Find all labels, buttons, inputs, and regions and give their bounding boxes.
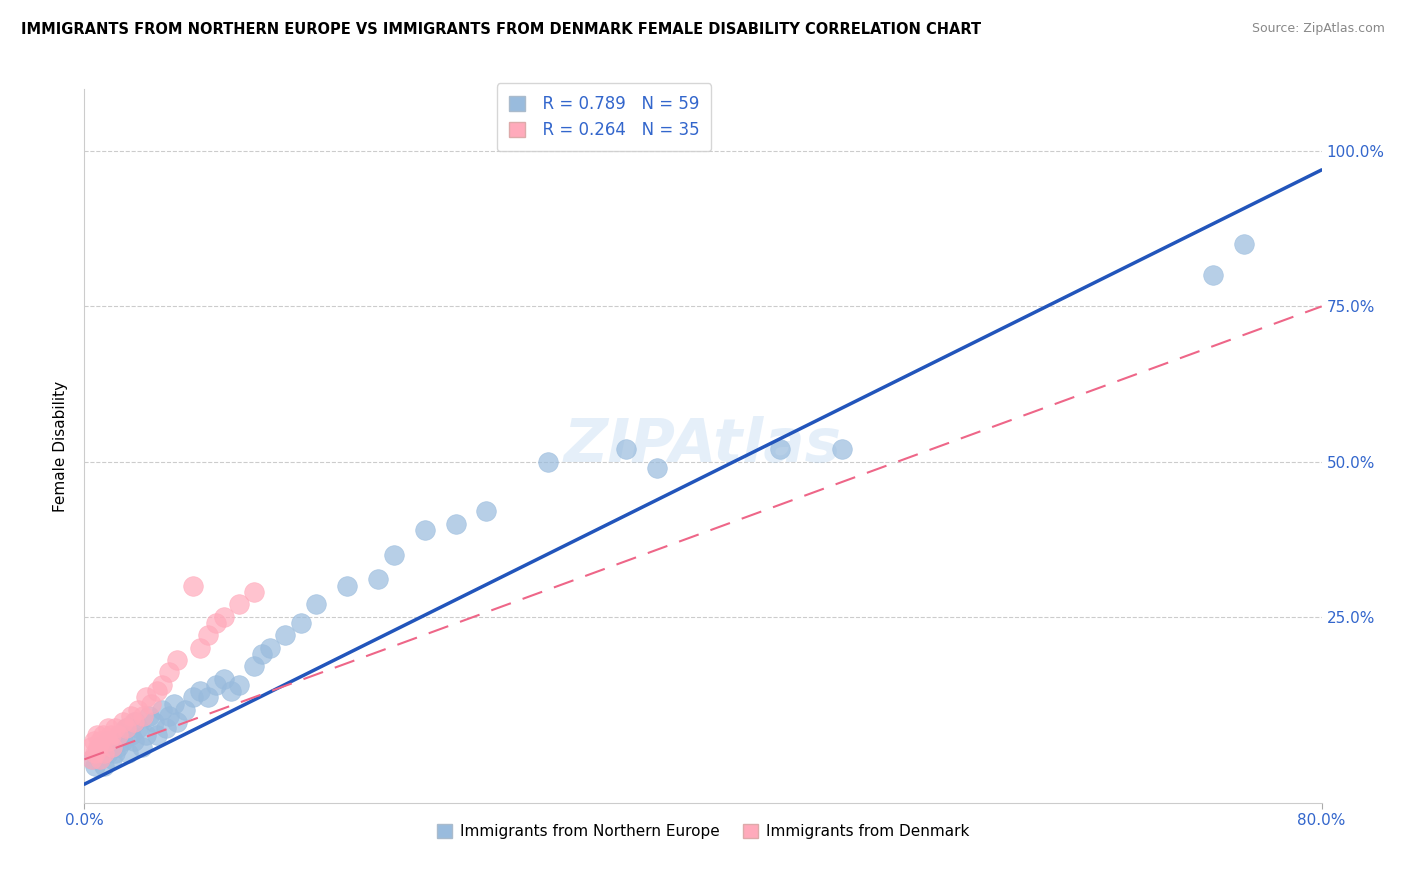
Point [413, 523, 436, 537]
Point [159, 665, 180, 680]
Point [243, 659, 266, 673]
Point [108, 727, 131, 741]
Point [87, 739, 110, 754]
Point [89, 733, 111, 747]
Point [127, 703, 149, 717]
Point [84, 758, 107, 772]
Point [250, 647, 273, 661]
Point [122, 715, 145, 730]
Point [290, 615, 312, 630]
Text: Source: ZipAtlas.com: Source: ZipAtlas.com [1251, 22, 1385, 36]
Point [475, 504, 498, 518]
Point [769, 442, 792, 456]
Point [89, 752, 111, 766]
Y-axis label: Female Disability: Female Disability [53, 380, 69, 512]
Point [101, 752, 124, 766]
Point [444, 516, 467, 531]
Point [93, 758, 115, 772]
Point [537, 454, 560, 468]
Point [89, 739, 111, 754]
Point [93, 746, 115, 760]
Point [228, 678, 250, 692]
Point [117, 746, 139, 760]
Point [166, 715, 188, 730]
Point [163, 697, 186, 711]
Point [82, 752, 104, 766]
Point [104, 746, 127, 760]
Point [120, 727, 142, 741]
Point [86, 727, 108, 741]
Point [91, 746, 114, 760]
Point [96, 746, 118, 760]
Point [104, 733, 127, 747]
Text: IMMIGRANTS FROM NORTHERN EUROPE VS IMMIGRANTS FROM DENMARK FEMALE DISABILITY COR: IMMIGRANTS FROM NORTHERN EUROPE VS IMMIG… [21, 22, 981, 37]
Point [84, 746, 107, 760]
Point [135, 690, 157, 705]
Point [115, 722, 138, 736]
Point [155, 722, 177, 736]
Point [96, 733, 118, 747]
Point [96, 722, 118, 736]
Point [83, 733, 105, 747]
Point [1202, 268, 1225, 283]
Point [188, 640, 211, 655]
Point [112, 733, 135, 747]
Point [212, 609, 235, 624]
Point [197, 628, 219, 642]
Point [382, 548, 405, 562]
Point [79, 739, 101, 754]
Point [166, 653, 188, 667]
Point [135, 727, 157, 741]
Legend: Immigrants from Northern Europe, Immigrants from Denmark: Immigrants from Northern Europe, Immigra… [432, 818, 974, 845]
Point [181, 579, 204, 593]
Point [645, 460, 668, 475]
Point [107, 739, 129, 754]
Point [159, 709, 180, 723]
Point [305, 597, 328, 611]
Point [112, 715, 135, 730]
Point [143, 715, 166, 730]
Point [115, 722, 138, 736]
Point [146, 684, 169, 698]
Point [91, 727, 114, 741]
Point [1233, 237, 1256, 252]
Point [82, 752, 104, 766]
Point [150, 703, 173, 717]
Point [831, 442, 853, 456]
Point [139, 697, 162, 711]
Point [146, 727, 169, 741]
Point [124, 715, 146, 730]
Point [274, 628, 297, 642]
Point [205, 615, 228, 630]
Point [219, 684, 242, 698]
Text: ZIPAtlas: ZIPAtlas [564, 417, 842, 475]
Point [197, 690, 219, 705]
Point [101, 739, 124, 754]
Point [212, 672, 235, 686]
Point [150, 678, 173, 692]
Point [104, 722, 127, 736]
Point [228, 597, 250, 611]
Point [132, 709, 155, 723]
Point [122, 733, 145, 747]
Point [120, 709, 142, 723]
Point [336, 579, 359, 593]
Point [89, 752, 111, 766]
Point [127, 722, 149, 736]
Point [96, 733, 118, 747]
Point [100, 739, 122, 754]
Point [86, 746, 108, 760]
Point [138, 709, 160, 723]
Point [243, 584, 266, 599]
Point [107, 727, 129, 741]
Point [174, 703, 197, 717]
Point [614, 442, 637, 456]
Point [188, 684, 211, 698]
Point [205, 678, 228, 692]
Point [367, 573, 389, 587]
Point [259, 640, 281, 655]
Point [100, 727, 122, 741]
Point [131, 739, 153, 754]
Point [181, 690, 204, 705]
